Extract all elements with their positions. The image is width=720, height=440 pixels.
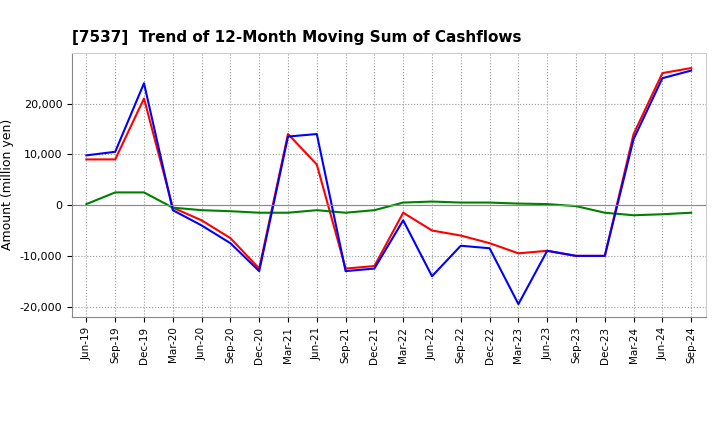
Free Cashflow xyxy=(82,153,91,158)
Investing Cashflow xyxy=(485,200,494,205)
Free Cashflow xyxy=(600,253,609,259)
Investing Cashflow xyxy=(168,205,177,210)
Operating Cashflow xyxy=(572,253,580,259)
Investing Cashflow xyxy=(255,210,264,215)
Operating Cashflow xyxy=(82,157,91,162)
Investing Cashflow xyxy=(82,202,91,207)
Investing Cashflow xyxy=(370,208,379,213)
Text: [7537]  Trend of 12-Month Moving Sum of Cashflows: [7537] Trend of 12-Month Moving Sum of C… xyxy=(72,29,521,45)
Free Cashflow xyxy=(658,76,667,81)
Operating Cashflow xyxy=(399,210,408,215)
Investing Cashflow xyxy=(399,200,408,205)
Investing Cashflow xyxy=(284,210,292,215)
Operating Cashflow xyxy=(485,241,494,246)
Operating Cashflow xyxy=(197,218,206,223)
Investing Cashflow xyxy=(341,210,350,215)
Investing Cashflow xyxy=(543,202,552,207)
Free Cashflow xyxy=(341,268,350,274)
Free Cashflow xyxy=(629,136,638,142)
Y-axis label: Amount (million yen): Amount (million yen) xyxy=(1,119,14,250)
Investing Cashflow xyxy=(428,199,436,204)
Free Cashflow xyxy=(255,268,264,274)
Operating Cashflow xyxy=(514,251,523,256)
Operating Cashflow xyxy=(600,253,609,259)
Line: Investing Cashflow: Investing Cashflow xyxy=(86,192,691,215)
Free Cashflow xyxy=(111,149,120,154)
Free Cashflow xyxy=(514,301,523,307)
Operating Cashflow xyxy=(111,157,120,162)
Operating Cashflow xyxy=(284,132,292,137)
Free Cashflow xyxy=(284,134,292,139)
Investing Cashflow xyxy=(658,212,667,217)
Free Cashflow xyxy=(197,223,206,228)
Investing Cashflow xyxy=(197,208,206,213)
Investing Cashflow xyxy=(140,190,148,195)
Investing Cashflow xyxy=(687,210,696,215)
Investing Cashflow xyxy=(600,210,609,215)
Free Cashflow xyxy=(428,274,436,279)
Operating Cashflow xyxy=(456,233,465,238)
Investing Cashflow xyxy=(111,190,120,195)
Free Cashflow xyxy=(168,208,177,213)
Free Cashflow xyxy=(226,241,235,246)
Investing Cashflow xyxy=(572,203,580,209)
Free Cashflow xyxy=(399,218,408,223)
Operating Cashflow xyxy=(370,264,379,269)
Free Cashflow xyxy=(370,266,379,271)
Operating Cashflow xyxy=(255,266,264,271)
Operating Cashflow xyxy=(312,162,321,167)
Free Cashflow xyxy=(687,68,696,73)
Investing Cashflow xyxy=(312,208,321,213)
Operating Cashflow xyxy=(687,66,696,71)
Operating Cashflow xyxy=(341,266,350,271)
Free Cashflow xyxy=(312,132,321,137)
Free Cashflow xyxy=(485,246,494,251)
Operating Cashflow xyxy=(543,248,552,253)
Investing Cashflow xyxy=(226,209,235,214)
Operating Cashflow xyxy=(629,132,638,137)
Free Cashflow xyxy=(543,248,552,253)
Operating Cashflow xyxy=(140,96,148,101)
Investing Cashflow xyxy=(514,201,523,206)
Investing Cashflow xyxy=(456,200,465,205)
Operating Cashflow xyxy=(428,228,436,233)
Operating Cashflow xyxy=(168,205,177,210)
Investing Cashflow xyxy=(629,213,638,218)
Line: Operating Cashflow: Operating Cashflow xyxy=(86,68,691,268)
Operating Cashflow xyxy=(226,235,235,241)
Free Cashflow xyxy=(140,81,148,86)
Line: Free Cashflow: Free Cashflow xyxy=(86,70,691,304)
Operating Cashflow xyxy=(658,70,667,76)
Free Cashflow xyxy=(572,253,580,259)
Free Cashflow xyxy=(456,243,465,248)
